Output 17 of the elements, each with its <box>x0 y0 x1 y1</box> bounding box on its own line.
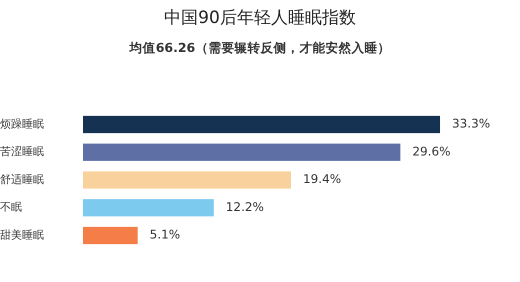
data-label: 33.3% <box>452 116 490 131</box>
y-tick-label: 不眠 <box>0 200 22 214</box>
y-tick-label: 舒适睡眠 <box>0 172 44 186</box>
data-label: 5.1% <box>150 228 180 242</box>
y-tick-label: 烦躁睡眠 <box>0 117 44 130</box>
data-label: 19.4% <box>302 172 342 186</box>
bar <box>83 144 400 161</box>
bar <box>83 226 138 244</box>
chart-title: 中国90后年轻人睡眠指数 <box>163 7 357 29</box>
data-label: 29.6% <box>412 144 450 158</box>
data-label: 12.2% <box>226 200 264 214</box>
y-tick-label: 苦涩睡眠 <box>0 145 44 158</box>
y-tick-label: 甜美睡眠 <box>0 228 44 242</box>
bar <box>83 199 214 216</box>
bar <box>83 171 291 189</box>
chart-subtitle: 均值66.26（需要辗转反侧，才能安然入睡） <box>128 40 392 57</box>
bar <box>83 116 440 134</box>
